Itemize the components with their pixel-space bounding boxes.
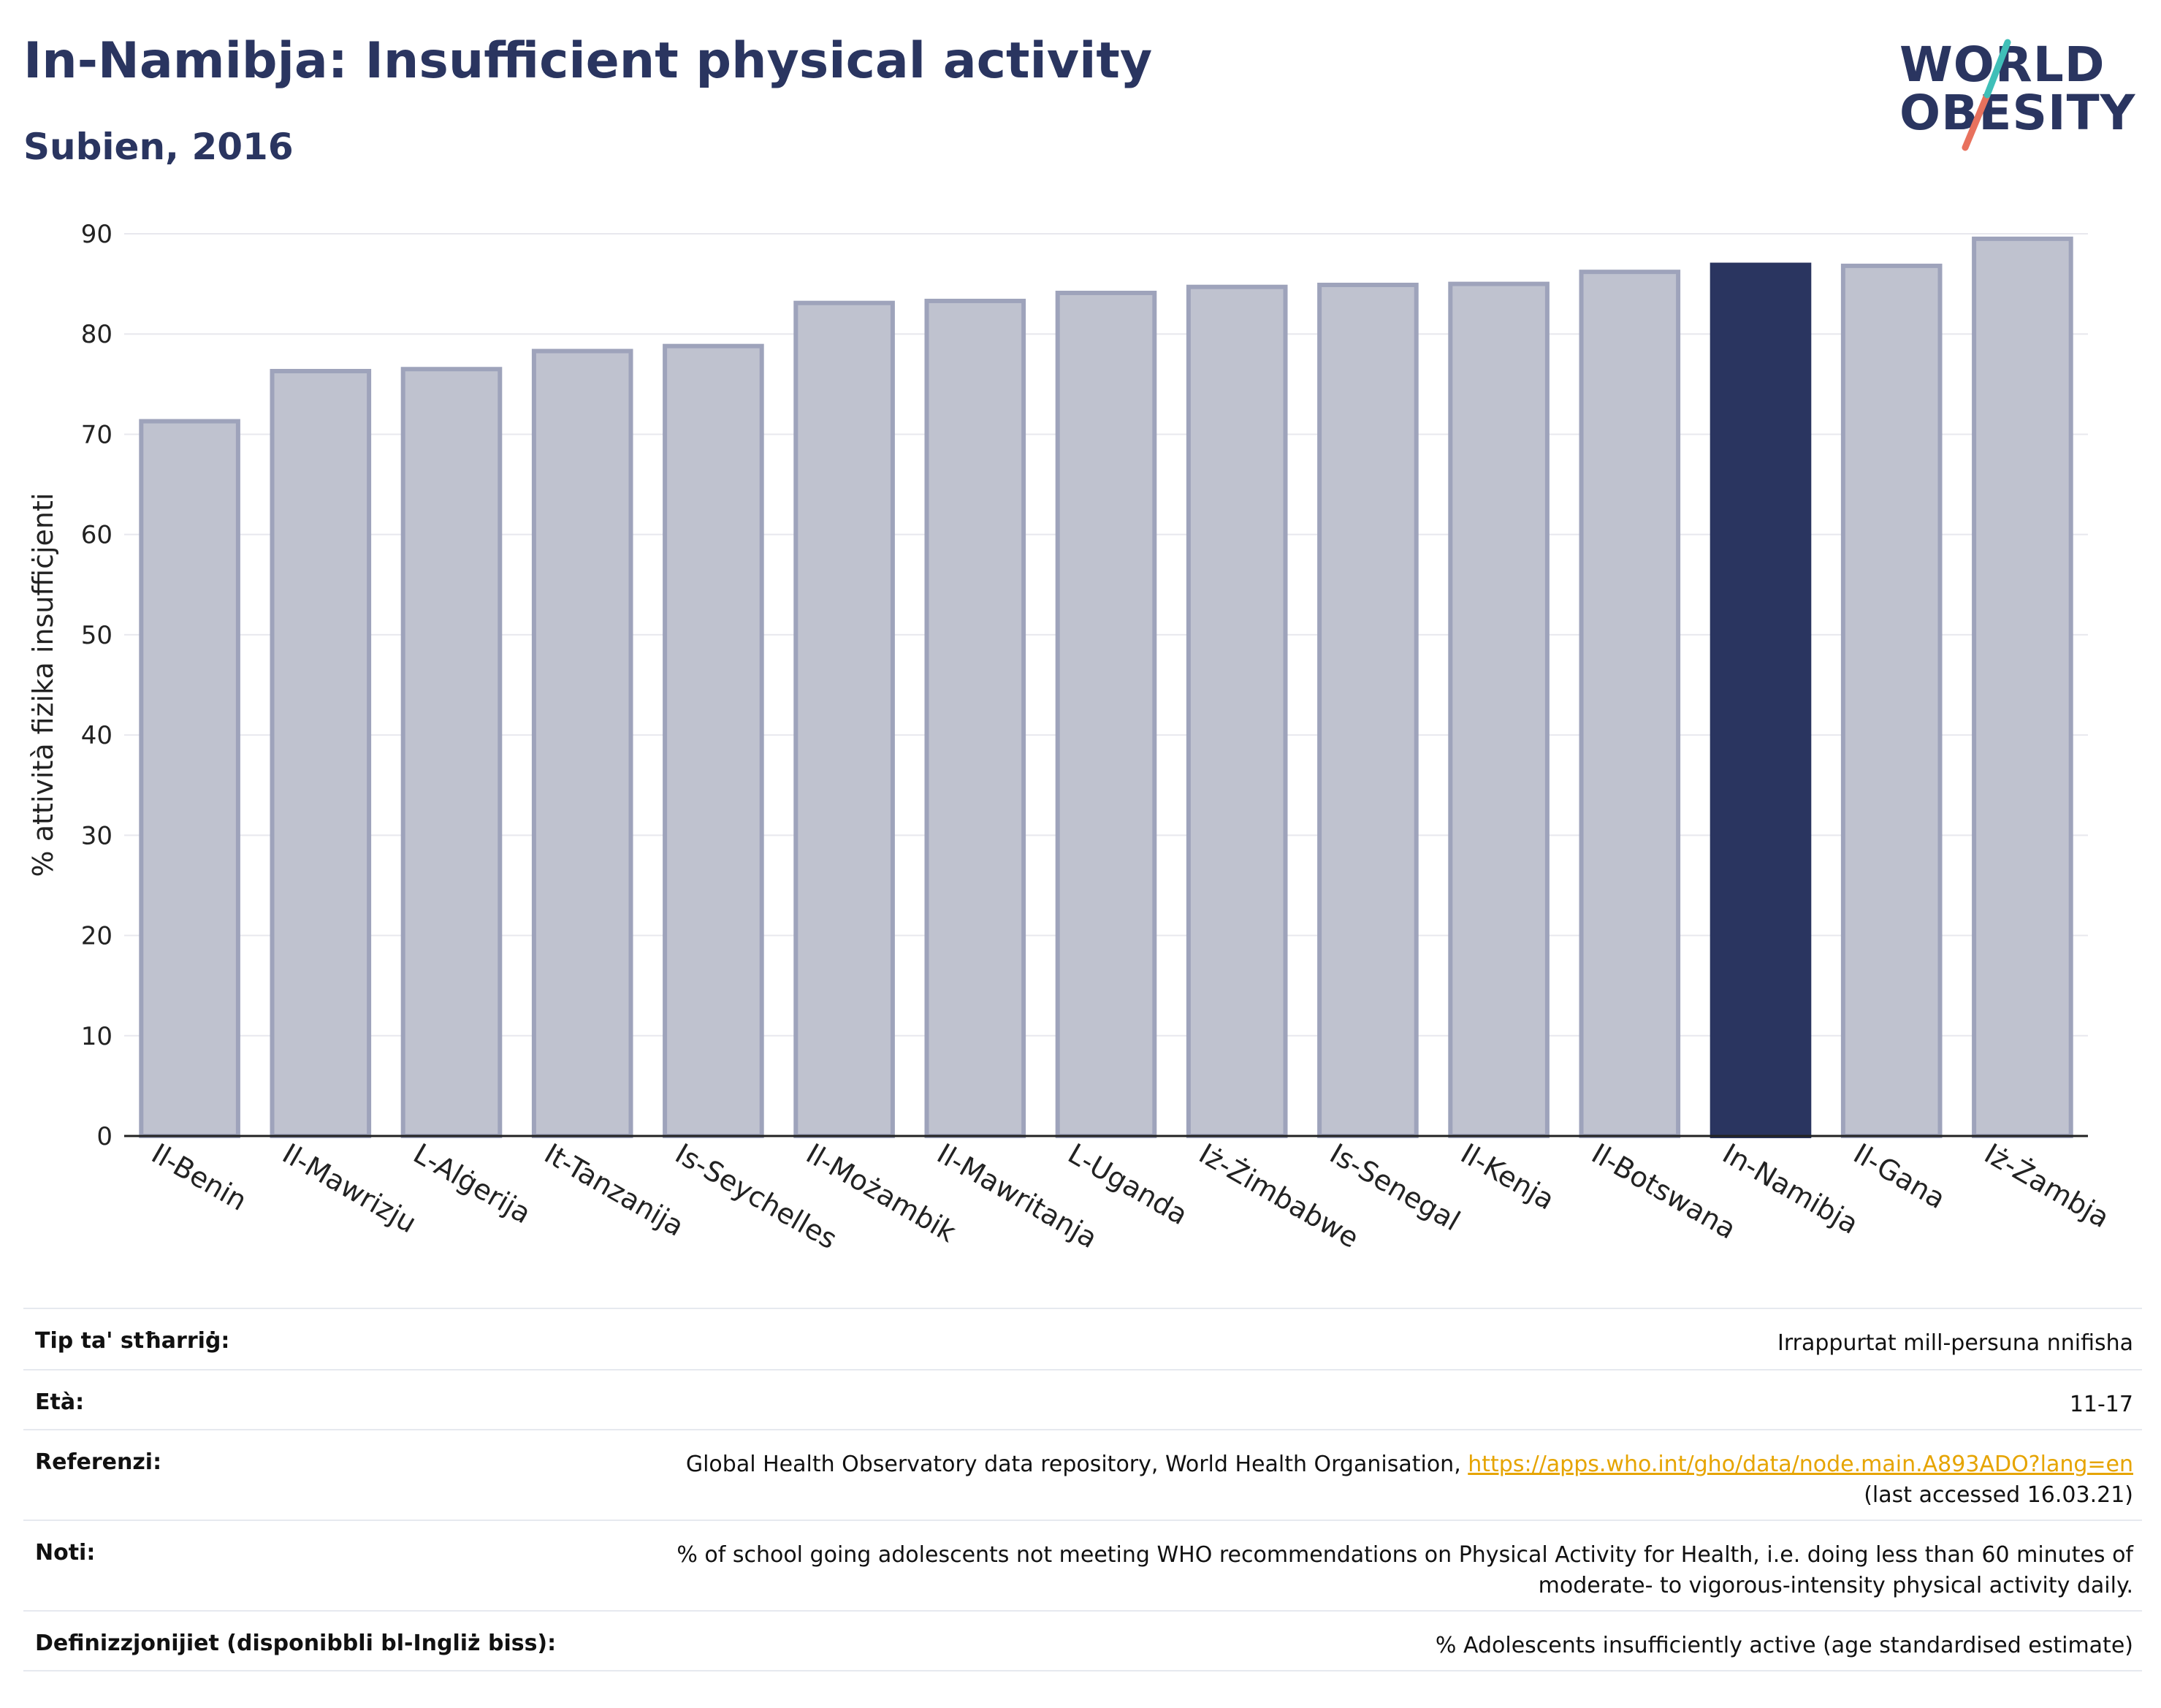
meta-row-age: Età: 11-17 bbox=[23, 1369, 2142, 1429]
bar-L-Uganda bbox=[1055, 290, 1157, 1139]
meta-label: Noti: bbox=[35, 1540, 96, 1566]
x-tick-label: Iż-Żambja bbox=[1979, 1137, 2115, 1235]
bar-Il-Botswana bbox=[1579, 270, 1681, 1139]
bar-In-Namibja bbox=[1710, 262, 1812, 1138]
metadata-table: Tip ta' stħarriġ: Irrappurtat mill-persu… bbox=[23, 1308, 2142, 1671]
bar-Il-Mawrizju bbox=[270, 368, 372, 1139]
meta-row-survey-type: Tip ta' stħarriġ: Irrappurtat mill-persu… bbox=[23, 1308, 2142, 1369]
meta-label: Età: bbox=[35, 1389, 85, 1415]
bar-Il-Mawritanja bbox=[924, 298, 1026, 1139]
y-axis-ticks: 0 10 20 30 40 50 60 70 80 90 bbox=[81, 220, 113, 1151]
notes-line-2: moderate- to vigorous-intensity physical… bbox=[1538, 1573, 2133, 1598]
y-tick-label: 90 bbox=[81, 220, 113, 249]
meta-value: Irrappurtat mill-persuna nnifisha bbox=[1777, 1330, 2133, 1356]
x-tick-label: Il-Botswana bbox=[1586, 1137, 1741, 1246]
notes-line-1: % of school going adolescents not meetin… bbox=[676, 1542, 2133, 1568]
meta-label: Definizzjonijiet (disponibbli bl-Ingliż … bbox=[35, 1631, 557, 1656]
y-tick-label: 40 bbox=[81, 721, 113, 750]
meta-value-notes: % of school going adolescents not meetin… bbox=[676, 1540, 2133, 1601]
meta-value: % Adolescents insufficiently active (age… bbox=[1435, 1633, 2133, 1658]
bar-Iż-Żambja bbox=[1972, 236, 2073, 1139]
bar-It-Tanzanija bbox=[531, 348, 633, 1138]
bar-chart: 0 10 20 30 40 50 60 70 80 90 Il-Benin Il-MawrizjuL… bbox=[27, 220, 2115, 1256]
y-axis-label: % attività fiżika insuffiċjenti bbox=[27, 493, 59, 877]
logo-line-2: OBESITY bbox=[1899, 85, 2136, 141]
x-tick-label: In-Namibja bbox=[1718, 1137, 1864, 1240]
x-tick-label: Il-Benin bbox=[146, 1137, 252, 1217]
bar-L-Alġerija bbox=[400, 367, 503, 1138]
bar-Iż-Żimbabwe bbox=[1186, 284, 1288, 1138]
x-tick-label: L-Alġerija bbox=[408, 1137, 537, 1230]
page-subtitle: Subien, 2016 bbox=[23, 126, 294, 168]
y-tick-label: 80 bbox=[81, 320, 113, 349]
y-tick-label: 30 bbox=[81, 821, 113, 850]
y-tick-label: 20 bbox=[81, 922, 113, 951]
bar-Il-Gana bbox=[1840, 263, 1943, 1138]
meta-row-definitions: Definizzjonijiet (disponibbli bl-Ingliż … bbox=[23, 1610, 2142, 1671]
y-tick-label: 50 bbox=[81, 621, 113, 650]
page-title: In-Namibja: Insufficient physical activi… bbox=[23, 32, 1153, 90]
meta-label: Tip ta' stħarriġ: bbox=[35, 1328, 230, 1354]
meta-label: Referenzi: bbox=[35, 1449, 162, 1475]
bar-Il-Benin bbox=[139, 419, 240, 1139]
x-tick-label: Il-Kenja bbox=[1455, 1137, 1560, 1216]
bars bbox=[139, 236, 2073, 1139]
bar-Il-Możambik bbox=[793, 300, 895, 1138]
logo-slash-icon bbox=[1962, 39, 2011, 151]
reference-link[interactable]: https://apps.who.int/gho/data/node.main.… bbox=[1468, 1452, 2133, 1477]
world-obesity-logo: WORLD OBESITY bbox=[1899, 22, 2148, 153]
meta-value-references: Global Health Observatory data repositor… bbox=[686, 1449, 2133, 1511]
meta-row-notes: Noti: % of school going adolescents not … bbox=[23, 1520, 2142, 1610]
x-tick-label: It-Tanzanija bbox=[539, 1137, 690, 1243]
y-tick-label: 10 bbox=[81, 1022, 113, 1051]
x-tick-label: Il-Mawrizju bbox=[277, 1137, 422, 1240]
bar-Is-Senegal bbox=[1317, 282, 1419, 1139]
reference-accessed: (last accessed 16.03.21) bbox=[1864, 1482, 2133, 1508]
y-tick-label: 60 bbox=[81, 521, 113, 550]
reference-text: Global Health Observatory data repositor… bbox=[685, 1452, 1468, 1477]
meta-value: 11-17 bbox=[2069, 1392, 2133, 1417]
bar-Il-Kenja bbox=[1448, 281, 1550, 1139]
y-tick-label: 70 bbox=[81, 420, 113, 449]
meta-row-references: Referenzi: Global Health Observatory dat… bbox=[23, 1429, 2142, 1520]
bar-Is-Seychelles bbox=[663, 343, 764, 1139]
y-tick-label: 0 bbox=[96, 1122, 113, 1151]
x-tick-label: Il-Gana bbox=[1848, 1137, 1951, 1216]
